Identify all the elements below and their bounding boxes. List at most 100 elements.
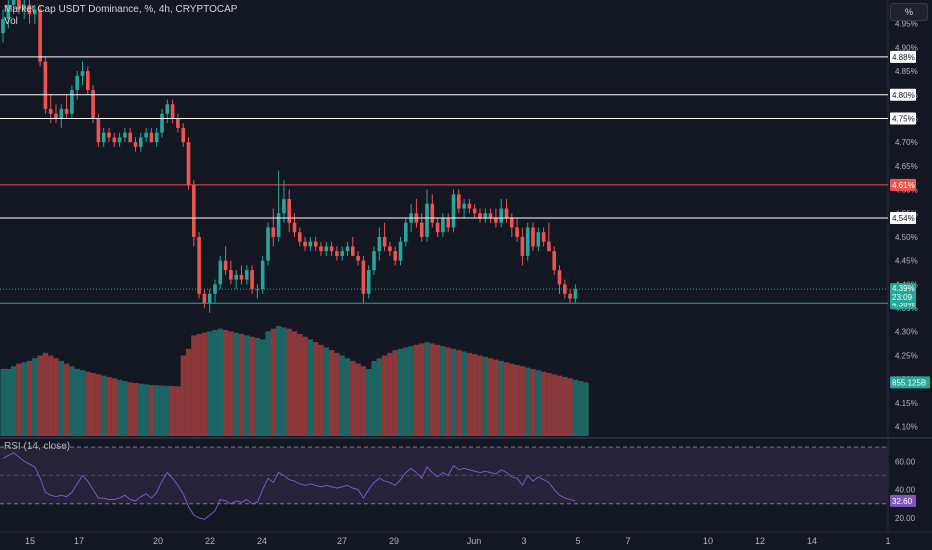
volume-bar [477, 355, 483, 436]
volume-bar [413, 344, 420, 436]
volume-bar [302, 336, 308, 436]
candle-body [128, 132, 132, 143]
volume-bar [74, 368, 80, 436]
time-tick-label: 12 [755, 536, 765, 546]
level-label: 4.36% [892, 299, 915, 308]
candle-body [107, 132, 111, 138]
level-label-bg [890, 212, 916, 224]
volume-bar [429, 343, 435, 436]
volume-bar [180, 355, 186, 436]
volume-bar [509, 363, 515, 436]
volume-bar [32, 358, 38, 436]
candle-body [271, 227, 276, 237]
candle-body [86, 71, 90, 91]
last-price-badge [890, 283, 916, 304]
candle-body [547, 241, 551, 252]
candle-body [75, 75, 79, 91]
candle-body [388, 246, 392, 252]
volume-bar [392, 350, 398, 436]
volume-bar [11, 366, 17, 436]
candle-body [313, 241, 318, 247]
candle-body [11, 0, 16, 5]
candle-body [372, 251, 376, 271]
candle-body [462, 203, 466, 209]
candle-body [70, 90, 74, 114]
volume-bar [106, 376, 112, 436]
volume-bar [419, 343, 425, 436]
volume-bar [387, 352, 393, 436]
candle-body [568, 293, 572, 299]
volume-bar [101, 375, 107, 436]
candle-body [531, 227, 535, 247]
candle-body [478, 213, 482, 218]
price-countdown: 23:09 [892, 293, 913, 302]
candle-body [398, 241, 403, 261]
time-tick-label: 29 [389, 536, 399, 546]
candle-body [54, 113, 58, 119]
volume-bar [530, 368, 536, 436]
volume-bar [265, 331, 271, 436]
candle-body [425, 203, 429, 237]
candle-body [483, 213, 488, 218]
volume-bar [0, 368, 6, 436]
rsi-legend: RSI (14, close) [4, 441, 71, 452]
level-label: 4.80% [892, 91, 915, 100]
volume-bar [5, 368, 11, 436]
volume-bar [42, 352, 49, 436]
price-tick-label: 4.30% [895, 328, 918, 337]
candle-body [223, 260, 228, 271]
time-tick-label: 14 [807, 536, 817, 546]
volume-bar [323, 347, 329, 436]
volume-bar [196, 334, 202, 436]
volume-bar [164, 385, 170, 436]
candle-body [22, 4, 26, 10]
volume-bar [21, 362, 27, 436]
candle-body [91, 90, 95, 119]
volume-bar [334, 352, 340, 436]
volume-bar [95, 374, 102, 436]
candle-body [536, 232, 541, 247]
candle-body [351, 246, 355, 256]
volume-bar [249, 336, 255, 436]
volume-bar [260, 339, 266, 436]
candle-body [419, 222, 424, 237]
candle-body [117, 137, 122, 143]
time-tick-label: 10 [703, 536, 713, 546]
candle-body [430, 203, 435, 223]
candle-body [17, 0, 21, 10]
volume-bar [355, 363, 361, 436]
candle-body [59, 109, 64, 119]
candle-body [340, 251, 344, 256]
level-label: 4.54% [892, 214, 915, 223]
price-tick-label: 4.85% [895, 67, 918, 76]
volume-bar [159, 385, 165, 436]
candle-body [6, 4, 11, 19]
candle-body [139, 137, 143, 147]
candle-body [101, 132, 106, 143]
candle-body [192, 184, 196, 237]
level-label: 4.75% [892, 114, 915, 123]
volume-bar [519, 366, 526, 436]
volume-bar [329, 350, 335, 436]
volume-bar [339, 355, 345, 436]
volume-bar [212, 330, 218, 436]
price-tick-label: 4.15% [895, 399, 918, 408]
level-label-bg [890, 50, 916, 63]
candle-body [494, 218, 498, 223]
candle-body [488, 213, 493, 218]
candle-body [525, 227, 530, 256]
candle-body [133, 142, 138, 147]
volume-bar [276, 326, 282, 436]
time-tick-label: 3 [521, 536, 526, 546]
candle-body [112, 137, 117, 143]
scale-mode-button[interactable]: % [890, 3, 928, 21]
candle-body [186, 142, 191, 185]
volume-bar [16, 363, 22, 436]
price-tick-label: 4.65% [895, 162, 918, 171]
volume-bar [493, 359, 499, 436]
candle-body [541, 232, 546, 242]
volume-bar [514, 364, 520, 436]
volume-bar [233, 332, 239, 436]
candle-body [213, 284, 217, 294]
